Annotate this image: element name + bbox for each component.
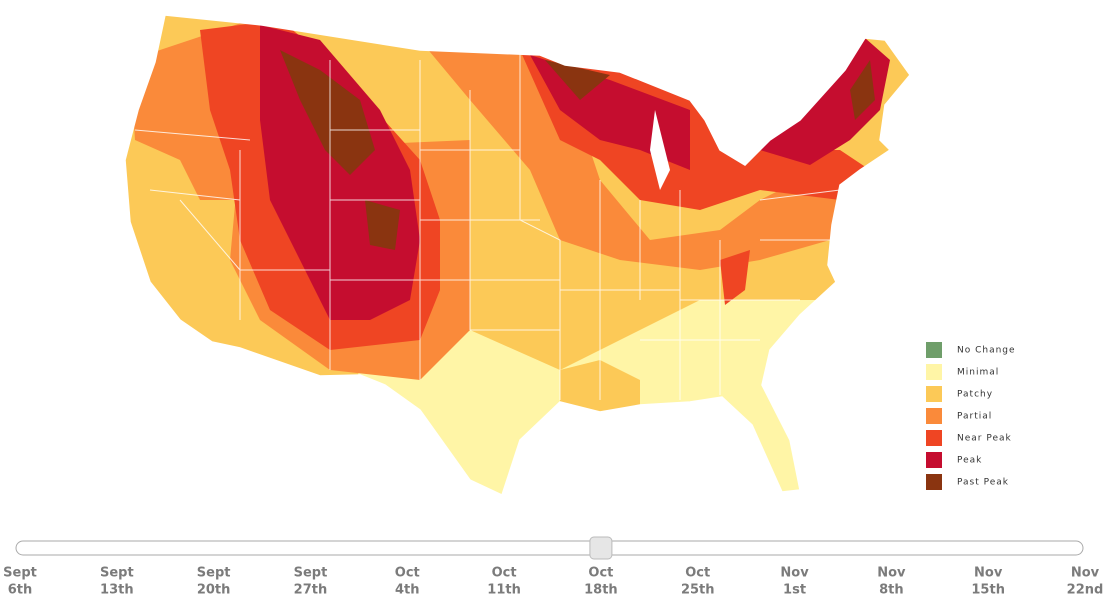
date-month: Oct <box>492 566 517 581</box>
date-day: 25th <box>681 583 715 598</box>
state-borders <box>134 50 841 400</box>
region-near-peak-appalachia <box>720 250 750 305</box>
legend-label: Peak <box>957 456 982 466</box>
legend-swatch <box>926 342 942 358</box>
date-month: Sept <box>197 566 231 581</box>
legend-swatch <box>926 364 942 380</box>
date-day: 4th <box>395 583 420 598</box>
us-map <box>125 15 910 495</box>
date-day: 27th <box>294 583 328 598</box>
region-partial-north <box>420 40 840 270</box>
legend-swatch <box>926 452 942 468</box>
legend-swatch <box>926 430 942 446</box>
legend-swatch <box>926 386 942 402</box>
date-month: Oct <box>685 566 710 581</box>
date-month: Sept <box>294 566 328 581</box>
lake-michigan <box>650 110 670 190</box>
legend-label: No Change <box>957 346 1016 356</box>
legend-label: Past Peak <box>957 478 1009 488</box>
slider-track[interactable] <box>15 540 1084 556</box>
slider-thumb[interactable] <box>589 536 613 560</box>
date-day: 20th <box>197 583 231 598</box>
region-past-peak-4 <box>850 60 875 120</box>
region-past-peak-2 <box>365 200 400 250</box>
date-day: 13th <box>100 583 134 598</box>
legend-label: Minimal <box>957 368 999 378</box>
date-day: 15th <box>971 583 1005 598</box>
date-month: Oct <box>395 566 420 581</box>
date-month: Nov <box>780 566 809 581</box>
date-month: Sept <box>3 566 37 581</box>
date-day: 22nd <box>1067 583 1104 598</box>
region-peak-northeast <box>760 38 890 165</box>
date-month: Nov <box>1071 566 1100 581</box>
slider-dates: Sept 6th Sept 13th Sept 20th Sept 27th Oct 4th Oct… <box>3 566 1103 598</box>
legend-label: Partial <box>957 412 992 422</box>
date-month: Nov <box>877 566 906 581</box>
date-day: 11th <box>487 583 521 598</box>
us-outline <box>124 14 911 497</box>
date-day: 18th <box>584 583 618 598</box>
legend: No Change Minimal Patchy Partial Near Peak Pe… <box>926 342 1016 490</box>
legend-swatch <box>926 474 942 490</box>
legend-swatch <box>926 408 942 424</box>
legend-label: Near Peak <box>957 434 1012 444</box>
date-month: Sept <box>100 566 134 581</box>
region-past-peak-3 <box>545 60 610 100</box>
region-past-peak-1 <box>280 50 375 175</box>
date-month: Nov <box>974 566 1003 581</box>
date-day: 6th <box>8 583 33 598</box>
legend-label: Patchy <box>957 390 993 400</box>
date-day: 8th <box>879 583 904 598</box>
date-day: 1st <box>783 583 806 598</box>
date-month: Oct <box>588 566 613 581</box>
